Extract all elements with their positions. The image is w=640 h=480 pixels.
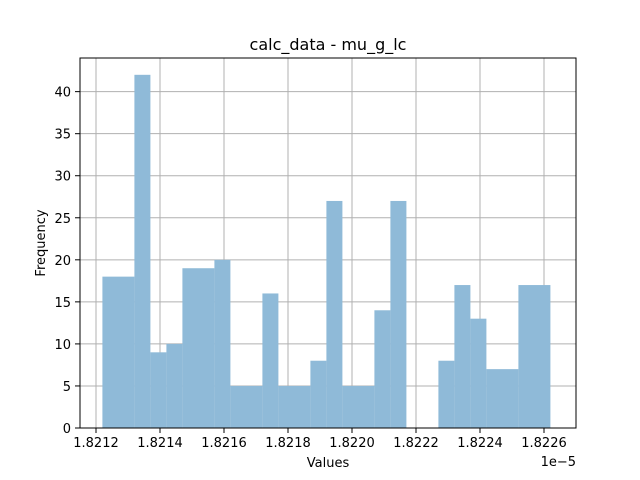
- histogram-bar: [470, 318, 487, 428]
- histogram-bar: [374, 310, 391, 428]
- histogram-bar: [214, 259, 231, 428]
- histogram-bar: [390, 200, 407, 428]
- y-tick-label: 20: [54, 254, 71, 269]
- y-tick-label: 5: [63, 380, 71, 395]
- histogram-bar: [102, 276, 135, 428]
- x-offset-label: 1e−5: [541, 455, 576, 470]
- y-tick-label: 40: [54, 86, 71, 101]
- y-tick-label: 15: [54, 296, 71, 311]
- histogram-bar: [278, 385, 311, 428]
- histogram-bar: [438, 360, 455, 428]
- ticks-layer: 1.8212 1.8214 1.8216 1.8218 1.8220 1.8222 1.82…: [54, 86, 566, 451]
- x-tick-label: 1.8220: [329, 436, 375, 451]
- histogram-bar: [518, 285, 551, 428]
- histogram-bar: [134, 74, 151, 429]
- histogram-bar: [342, 385, 375, 428]
- histogram-bar: [166, 343, 183, 428]
- chart-title: calc_data - mu_g_lc: [250, 35, 407, 55]
- x-tick-label: 1.8214: [137, 436, 183, 451]
- x-tick-label: 1.8222: [393, 436, 439, 451]
- histogram-bar: [262, 293, 279, 428]
- y-axis-label: Frequency: [34, 209, 49, 276]
- x-tick-label: 1.8226: [521, 436, 567, 451]
- histogram-bar: [182, 268, 215, 428]
- y-tick-label: 0: [63, 422, 71, 437]
- y-tick-label: 25: [54, 212, 71, 227]
- plot-frame: [79, 57, 577, 429]
- histogram-bar: [150, 352, 167, 428]
- y-tick-label: 10: [54, 338, 71, 353]
- histogram-bar: [326, 200, 343, 428]
- histogram-bar: [230, 385, 263, 428]
- histogram-bar: [454, 285, 471, 428]
- y-tick-label: 30: [54, 170, 71, 185]
- y-tick-label: 35: [54, 128, 71, 143]
- histogram-bar: [486, 369, 519, 428]
- x-tick-label: 1.8216: [201, 436, 247, 451]
- bars-layer: [102, 74, 551, 429]
- x-tick-label: 1.8212: [73, 436, 119, 451]
- histogram-bar: [310, 360, 327, 428]
- x-axis-label: Values: [307, 456, 350, 471]
- x-tick-label: 1.8218: [265, 436, 311, 451]
- x-tick-label: 1.8224: [457, 436, 503, 451]
